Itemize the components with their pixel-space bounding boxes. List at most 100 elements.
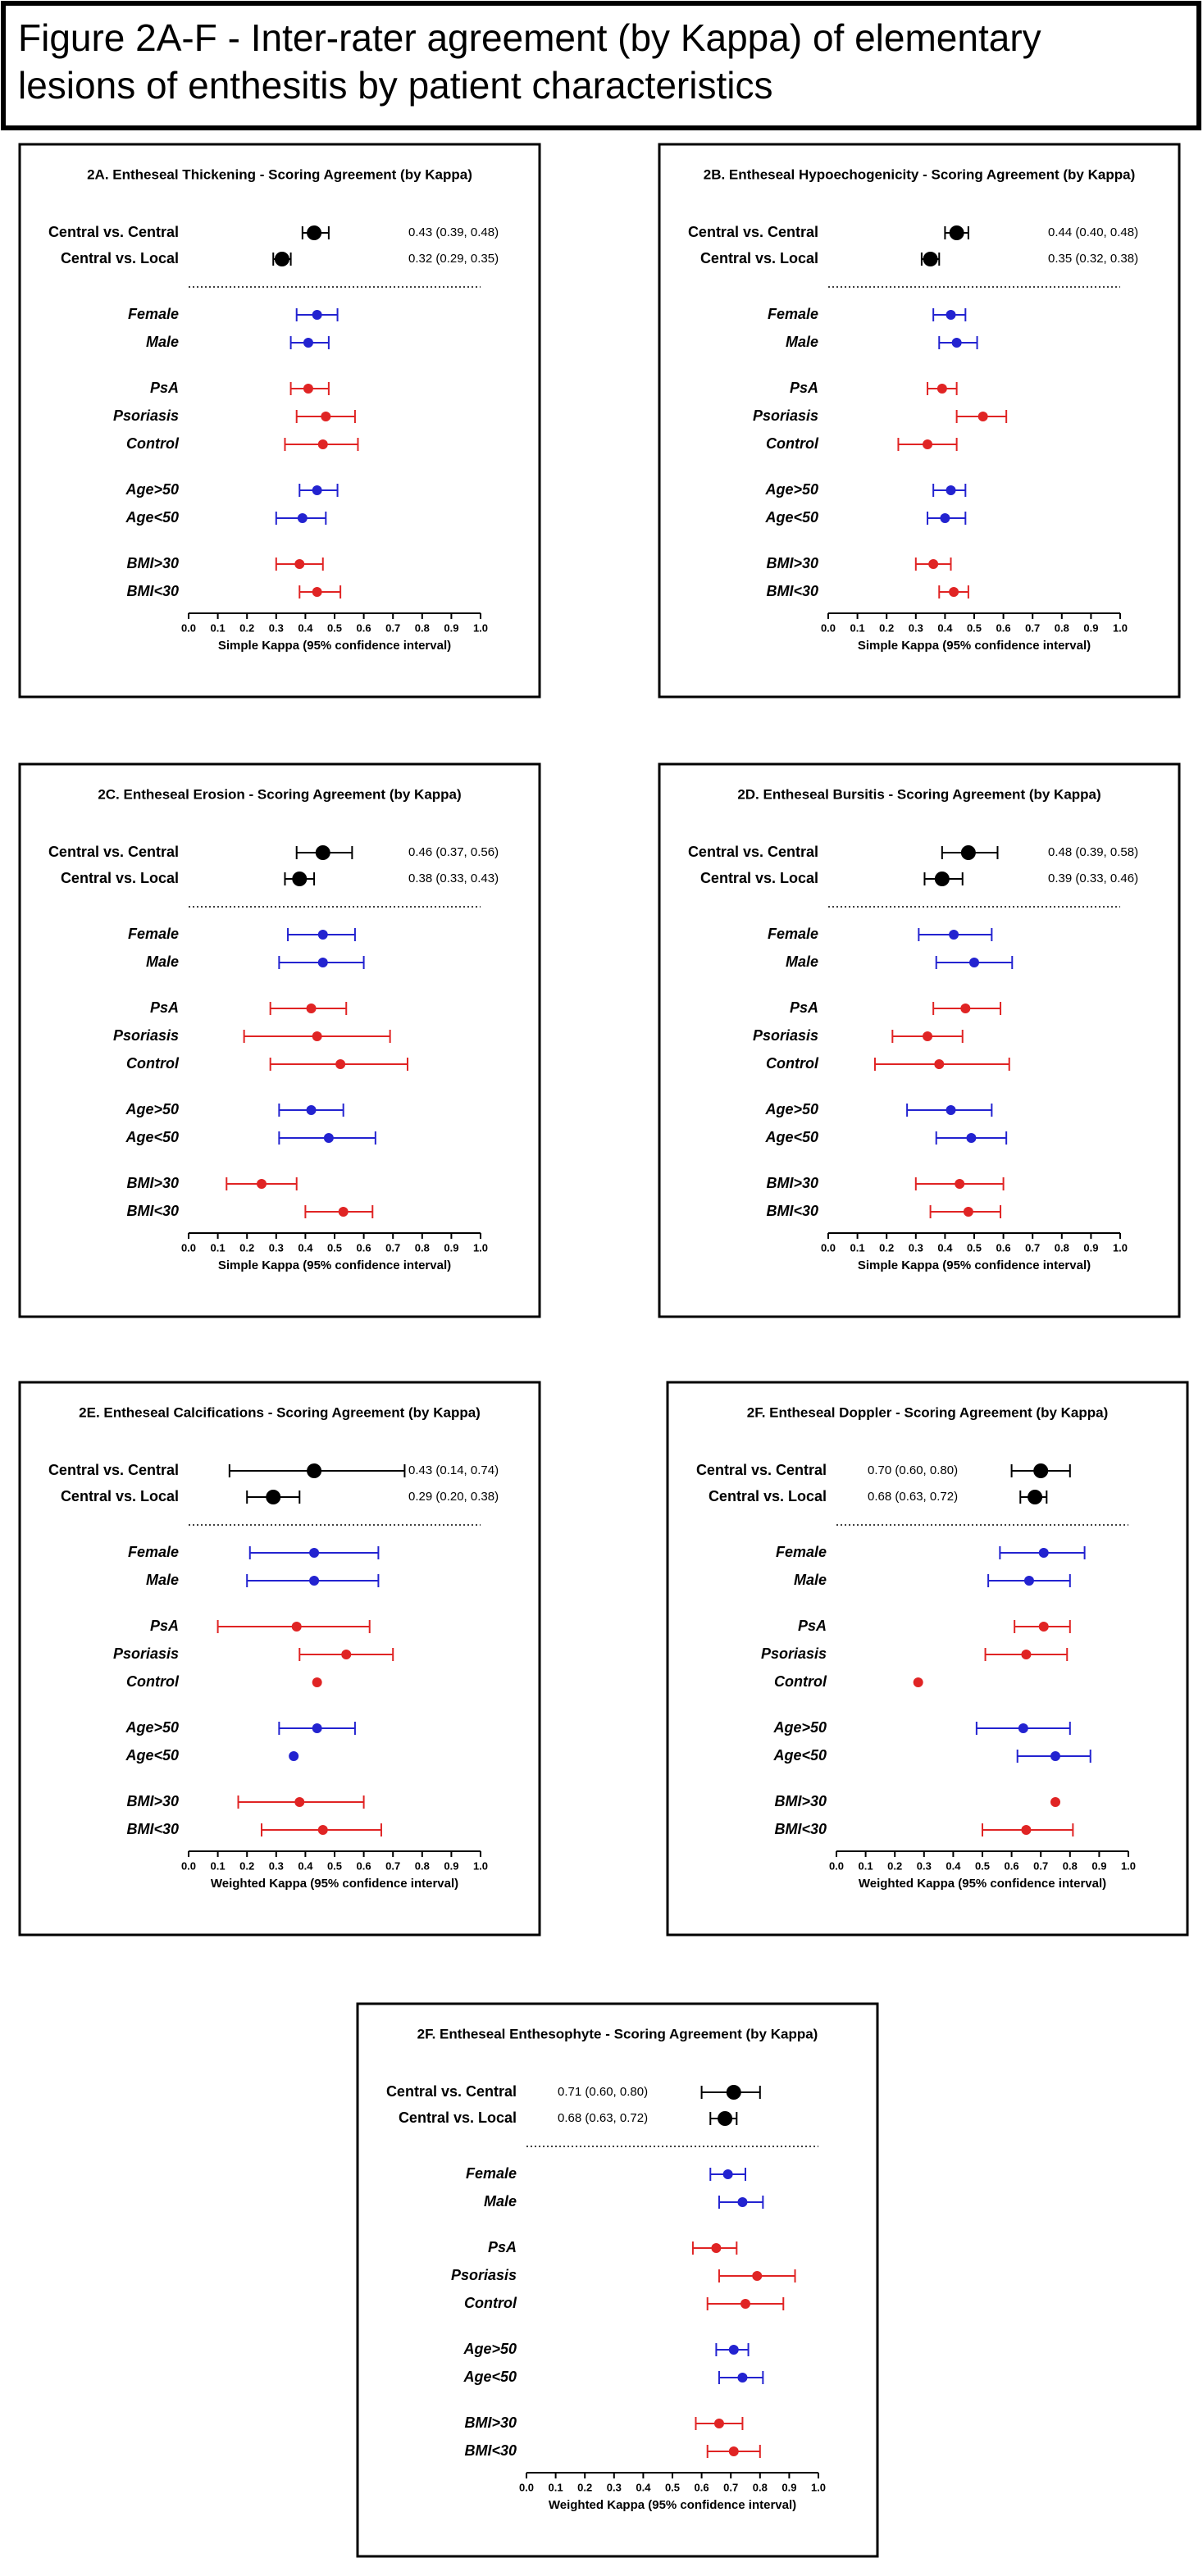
x-tick-label: 0.3 xyxy=(909,621,923,634)
subgroup-label: Age>50 xyxy=(764,481,818,498)
point xyxy=(1033,1463,1049,1478)
x-tick-label: 0.6 xyxy=(695,2481,709,2493)
x-tick-label: 0.7 xyxy=(385,621,400,634)
point xyxy=(309,1548,320,1558)
row-label: Central vs. Central xyxy=(48,844,179,860)
chart-title: 2A. Entheseal Thickening - Scoring Agree… xyxy=(87,166,472,182)
subgroup-label: Age<50 xyxy=(463,2369,517,2385)
subgroup-label: Female xyxy=(776,1544,827,1560)
row-label: Central vs. Local xyxy=(709,1488,827,1504)
x-tick-label: 0.9 xyxy=(1083,621,1098,634)
x-tick-label: 0.0 xyxy=(181,621,196,634)
point xyxy=(307,1463,322,1478)
point xyxy=(317,930,328,940)
subgroup-label: BMI<30 xyxy=(766,1203,818,1219)
x-tick-label: 0.5 xyxy=(327,1241,342,1254)
subgroup-label: BMI<30 xyxy=(766,583,818,599)
point xyxy=(960,845,976,860)
x-tick-label: 0.3 xyxy=(269,1859,284,1872)
subgroup-label: Male xyxy=(786,334,818,350)
point xyxy=(309,1576,320,1586)
subgroup-label: Male xyxy=(484,2193,517,2210)
x-tick-label: 0.2 xyxy=(879,621,894,634)
point xyxy=(303,384,313,394)
subgroup-label: Psoriasis xyxy=(113,1645,179,1662)
point xyxy=(307,225,322,240)
x-tick-label: 0.4 xyxy=(298,621,313,634)
x-axis-label: Simple Kappa (95% confidence interval) xyxy=(858,1258,1091,1272)
point xyxy=(341,1650,352,1659)
point xyxy=(266,1490,281,1504)
x-tick-label: 0.4 xyxy=(298,1859,313,1872)
x-tick-label: 1.0 xyxy=(473,1241,488,1254)
subgroup-label: Female xyxy=(768,926,818,942)
row-label: Central vs. Central xyxy=(696,1462,827,1478)
panel-border xyxy=(18,1381,541,1937)
x-tick-label: 0.2 xyxy=(239,1241,254,1254)
subgroup-label: Age>50 xyxy=(463,2341,517,2357)
point xyxy=(960,1004,971,1013)
point xyxy=(294,559,305,569)
chart-title: 2B. Entheseal Hypoechogenicity - Scoring… xyxy=(704,166,1135,182)
subgroup-label: BMI>30 xyxy=(766,1175,818,1191)
point xyxy=(315,845,330,860)
x-tick-label: 0.9 xyxy=(781,2481,796,2493)
point xyxy=(1018,1723,1028,1733)
point xyxy=(317,958,328,967)
point xyxy=(934,1059,945,1069)
row-label: Central vs. Central xyxy=(48,224,179,240)
subgroup-label: Age<50 xyxy=(764,1129,818,1145)
chart-title: 2C. Entheseal Erosion - Scoring Agreemen… xyxy=(98,786,461,802)
x-tick-label: 0.6 xyxy=(357,1241,371,1254)
value-label: 0.38 (0.33, 0.43) xyxy=(408,872,499,885)
title-box xyxy=(1,1,1201,130)
subgroup-label: Psoriasis xyxy=(753,407,818,424)
point xyxy=(1028,1490,1043,1504)
subgroup-label: Control xyxy=(464,2295,517,2311)
value-label: 0.68 (0.63, 0.72) xyxy=(558,2111,648,2125)
point xyxy=(718,2111,733,2126)
subgroup-label: PsA xyxy=(798,1618,827,1634)
subgroup-label: Male xyxy=(794,1572,827,1588)
x-tick-label: 0.8 xyxy=(1055,621,1069,634)
point xyxy=(955,1179,965,1189)
x-tick-label: 0.2 xyxy=(879,1241,894,1254)
x-tick-label: 0.8 xyxy=(1063,1859,1078,1872)
point xyxy=(335,1059,346,1069)
subgroup-label: BMI>30 xyxy=(464,2414,517,2431)
panel-border xyxy=(658,143,1181,699)
point xyxy=(949,225,964,240)
subgroup-label: Psoriasis xyxy=(451,2267,517,2283)
subgroup-label: Control xyxy=(126,1673,180,1690)
point xyxy=(949,930,959,940)
x-tick-label: 0.8 xyxy=(415,1241,430,1254)
subgroup-label: Psoriasis xyxy=(113,407,179,424)
point xyxy=(737,2197,748,2207)
subgroup-label: BMI<30 xyxy=(774,1821,827,1837)
x-tick-label: 0.6 xyxy=(357,621,371,634)
point xyxy=(1038,1548,1049,1558)
x-axis-label: Simple Kappa (95% confidence interval) xyxy=(858,639,1091,653)
value-label: 0.44 (0.40, 0.48) xyxy=(1048,225,1138,239)
point xyxy=(291,1622,302,1632)
x-tick-label: 1.0 xyxy=(1121,1859,1136,1872)
subgroup-label: Age<50 xyxy=(772,1747,827,1764)
row-label: Central vs. Local xyxy=(399,2109,517,2126)
value-label: 0.39 (0.33, 0.46) xyxy=(1048,872,1138,885)
x-tick-label: 0.1 xyxy=(850,1241,865,1254)
subgroup-label: BMI<30 xyxy=(464,2442,517,2459)
point xyxy=(946,1105,956,1115)
x-tick-label: 0.9 xyxy=(444,1859,458,1872)
point xyxy=(1050,1751,1060,1761)
x-tick-label: 0.1 xyxy=(211,621,226,634)
x-tick-label: 0.1 xyxy=(211,1859,226,1872)
point xyxy=(312,587,322,597)
x-tick-label: 0.5 xyxy=(967,1241,982,1254)
point xyxy=(923,439,933,449)
subgroup-label: Age<50 xyxy=(125,1747,179,1764)
point xyxy=(923,252,938,266)
subgroup-label: Female xyxy=(128,926,179,942)
x-tick-label: 0.1 xyxy=(549,2481,563,2493)
point xyxy=(1038,1622,1049,1632)
x-tick-label: 0.8 xyxy=(753,2481,768,2493)
